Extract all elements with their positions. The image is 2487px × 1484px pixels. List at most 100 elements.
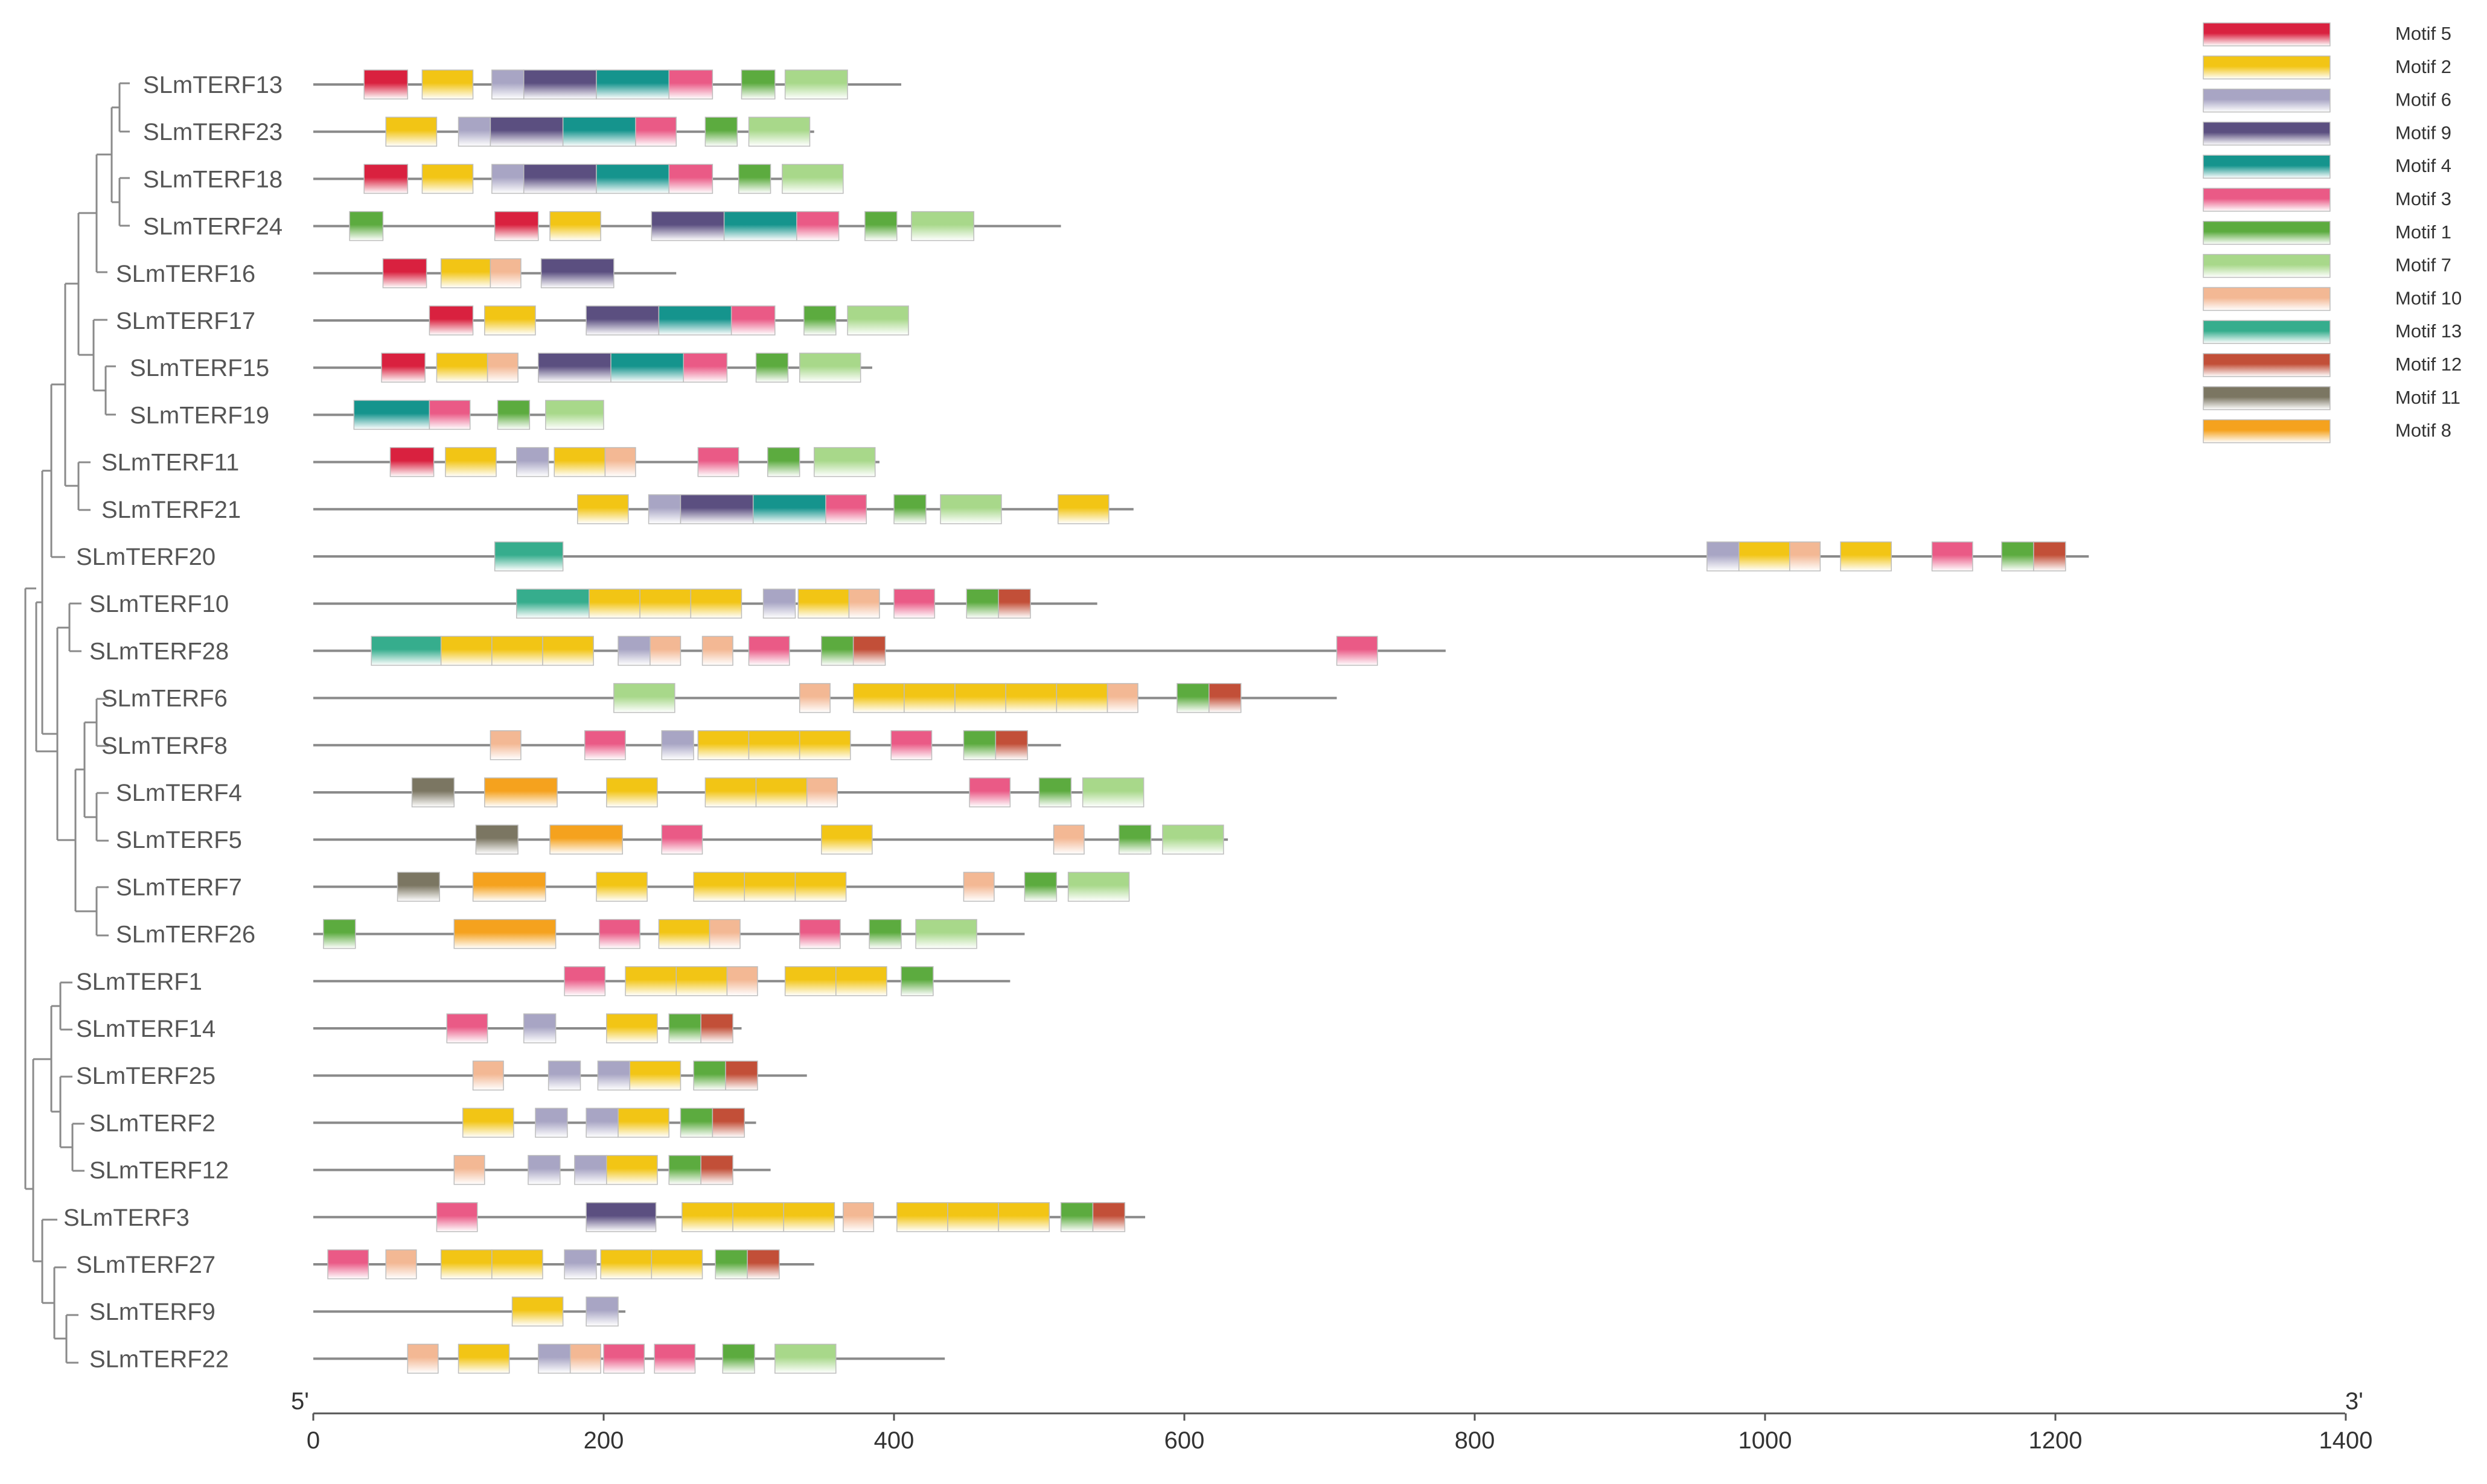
motif-box-m2 [783,1202,835,1232]
motif-box-m2 [436,352,488,383]
legend-label: Motif 1 [2395,221,2451,243]
motif-box-m2 [748,730,800,760]
motif-box-m3 [668,164,714,194]
motif-box-m9 [490,116,564,147]
motif-box-m2 [445,447,497,477]
motif-box-m1 [755,352,789,383]
legend-item: Motif 6 [2203,88,2451,113]
gene-label: SLmTERF28 [89,638,229,664]
axis-tick-label: 1000 [1738,1427,1792,1454]
gene-label: SLmTERF4 [116,780,242,806]
motif-box-m2 [618,1107,669,1138]
motif-box-m10 [848,588,880,619]
motif-box-m2 [576,494,629,524]
legend-label: Motif 13 [2395,320,2462,342]
motif-box-m2 [1058,494,1109,524]
motif-box-m1 [693,1060,726,1091]
motif-box-m12 [852,635,886,666]
motif-box-m2 [462,1107,514,1138]
legend-item: Motif 1 [2203,221,2451,245]
legend-swatch [2203,253,2331,278]
motif-box-m7 [782,164,844,194]
gene-row: SLmTERF22 [89,1343,945,1374]
gene-label: SLmTERF8 [101,733,228,759]
motif-box-m3 [429,400,471,430]
legend-item: Motif 13 [2203,320,2462,344]
motif-box-m7 [911,211,975,241]
motif-box-m10 [490,730,522,760]
motif-box-m3 [697,447,739,477]
motif-box-m7 [613,683,675,713]
motif-box-m2 [606,1154,658,1185]
motif-box-m9 [651,211,725,241]
motif-box-m2 [606,777,658,807]
axis-tick-label: 1400 [2319,1427,2373,1454]
legend-swatch [2203,320,2331,344]
motif-box-m5 [363,69,409,100]
legend-label: Motif 12 [2395,354,2462,375]
motif-box-m2 [697,730,750,760]
motif-box-m9 [586,1202,657,1232]
legend-label: Motif 9 [2395,122,2451,143]
motif-box-m9 [523,164,597,194]
motif-box-m6 [535,1107,568,1138]
gene-row: SLmTERF12 [89,1154,771,1185]
motif-box-m13 [516,588,590,619]
motif-box-m1 [704,116,738,147]
motif-box-m12 [1208,683,1242,713]
motif-box-m1 [966,588,999,619]
gene-row: SLmTERF25 [76,1060,807,1091]
gene-label: SLmTERF16 [116,261,255,287]
gene-row: SLmTERF15 [130,352,872,383]
gene-row: SLmTERF19 [130,400,604,430]
motif-box-m10 [806,777,838,807]
motif-box-m10 [487,352,519,383]
motif-box-m3 [799,919,841,949]
motif-box-m13 [494,541,564,572]
motif-box-m1 [741,69,776,100]
gene-row: SLmTERF13 [143,69,902,100]
motif-box-m6 [1706,541,1740,572]
motif-box-m11 [397,871,440,902]
motif-box-m7 [784,69,848,100]
gene-label: SLmTERF11 [101,450,239,476]
motif-box-m1 [869,919,902,949]
gene-label: SLmTERF26 [116,922,255,948]
motif-box-m6 [548,1060,581,1091]
motif-box-m12 [1092,1202,1126,1232]
axis-end-label: 3' [2345,1388,2363,1415]
legend-item: Motif 5 [2203,22,2451,46]
motif-box-m8 [549,824,624,855]
length-axis: 5' 3' 0 200 400 600 800 1000 1200 1400 [291,1388,2372,1454]
motif-box-m1 [963,730,997,760]
motif-box-m4 [596,69,669,100]
legend-item: Motif 8 [2203,419,2451,444]
motif-box-m2 [784,966,837,996]
motif-box-m2 [549,211,601,241]
gene-label: SLmTERF21 [101,497,241,523]
motif-box-m2 [1056,683,1108,713]
legend-label: Motif 11 [2395,387,2460,408]
motif-box-m6 [458,116,491,147]
motif-box-m10 [490,258,522,288]
gene-label: SLmTERF3 [63,1205,190,1231]
motif-box-m1 [821,635,854,666]
motif-box-m2 [755,777,808,807]
legend-item: Motif 9 [2203,121,2451,146]
gene-label: SLmTERF18 [143,166,283,193]
gene-row: SLmTERF11 [101,447,880,477]
motif-box-m2 [794,871,847,902]
motif-box-m9 [540,258,615,288]
gene-label: SLmTERF27 [76,1252,215,1278]
motif-box-m3 [661,824,703,855]
motif-box-m10 [385,1249,417,1279]
motif-box-m9 [523,69,597,100]
motif-box-m7 [940,494,1002,524]
legend-swatch [2203,353,2331,377]
gene-row: SLmTERF1 [76,966,1010,996]
motif-box-m2 [1005,683,1058,713]
motif-box-m6 [516,447,549,477]
gene-label: SLmTERF15 [130,355,269,381]
legend-item: Motif 11 [2203,386,2460,410]
motif-box-m6 [491,69,525,100]
